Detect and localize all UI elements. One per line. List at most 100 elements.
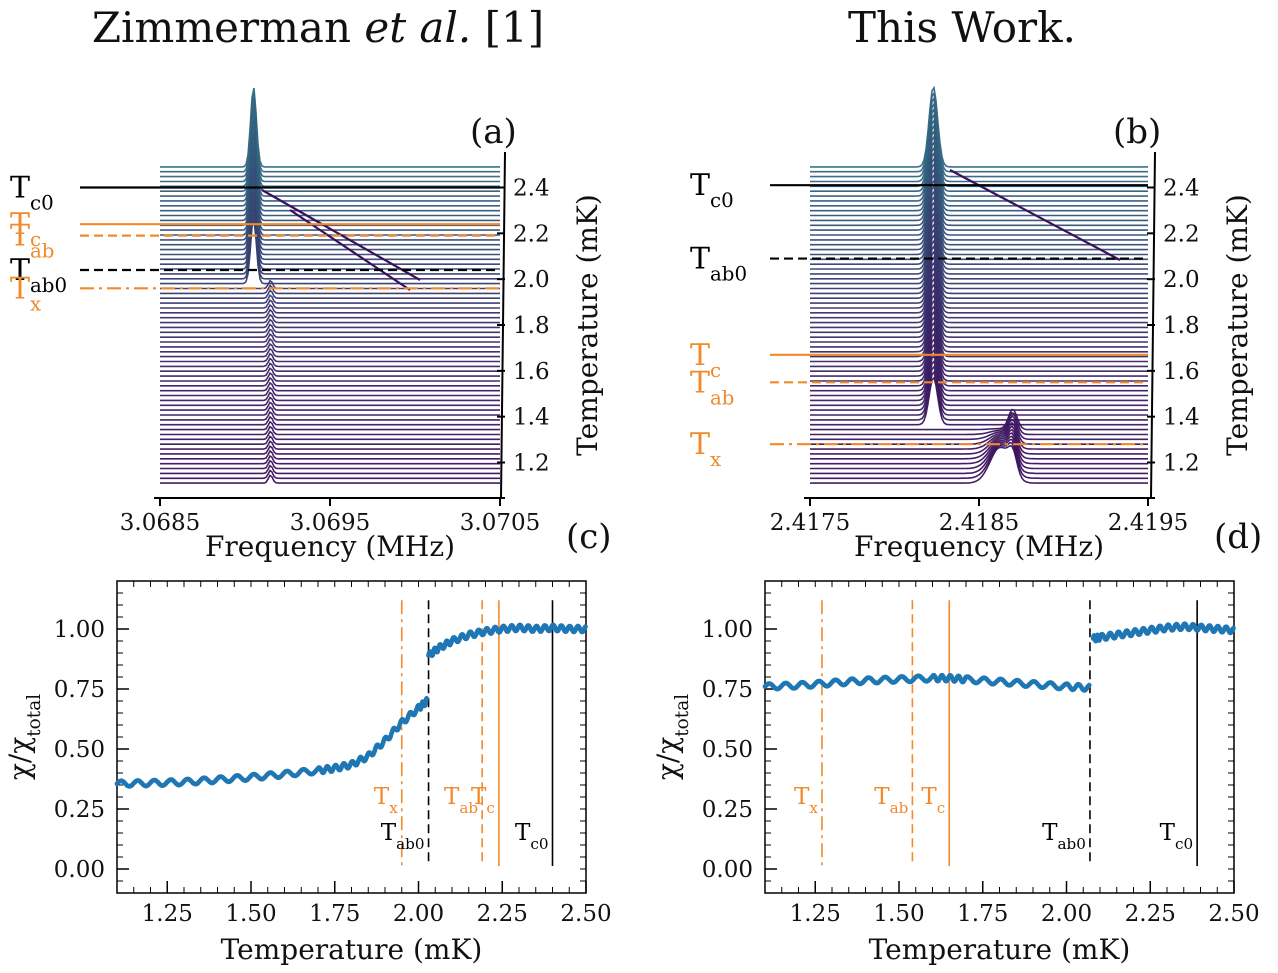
marker-label-c-main: T (471, 784, 487, 810)
spectrum-trace (810, 222, 1148, 290)
spectrum-trace (810, 195, 1148, 265)
marker-label-ab: Tab (444, 784, 478, 817)
x-tick-label: 1.50 (225, 901, 276, 927)
marker-label-c0-main: T (1160, 820, 1176, 846)
y-tick-label: 1.2 (513, 451, 550, 477)
spectrum-trace (160, 153, 500, 227)
marker-label-c: Tc (690, 338, 721, 382)
spectrum-trace (160, 410, 500, 421)
spectrum-trace (160, 164, 500, 236)
spectrum-trace (160, 401, 500, 411)
marker-label-ab0-sub: ab0 (396, 835, 424, 853)
spectrum-trace (810, 184, 1148, 256)
marker-label-ab0: Tab0 (1042, 820, 1086, 853)
marker-label-ab-sub: ab (459, 799, 478, 817)
y-tick-label: 0.50 (702, 737, 753, 763)
spectrum-trace (810, 140, 1148, 217)
spectrum-trace (810, 90, 1148, 173)
spectrum-trace (160, 367, 500, 377)
spectrum-trace (810, 370, 1148, 421)
spectrum-trace (160, 313, 500, 324)
spectrum-trace (160, 87, 500, 168)
marker-label-x-main: T (794, 784, 810, 810)
spectrum-trace (810, 428, 1148, 460)
spectrum-trace (160, 202, 500, 270)
spectrum-trace (160, 213, 500, 280)
spectrum-trace (810, 250, 1148, 314)
data-points (762, 621, 1236, 693)
y-tick-label: 2.4 (513, 176, 550, 202)
y-tick-label: 0.00 (702, 857, 753, 883)
spectrum-trace (810, 326, 1148, 382)
spectrum-trace (160, 208, 500, 275)
spectrum-trace (160, 93, 500, 173)
spectrum-trace (810, 365, 1148, 416)
marker-label-c0-sub: c0 (1175, 835, 1193, 853)
x-tick-label: 2.00 (393, 901, 444, 927)
marker-label-c-sub: c (486, 799, 495, 817)
x-tick-label: 1.25 (790, 901, 841, 927)
spectrum-trace (160, 415, 500, 426)
spectrum-trace (810, 288, 1148, 348)
spectrum-trace (160, 191, 500, 261)
marker-label-ab: Tab (690, 365, 734, 409)
x-tick-label: 3.0685 (120, 510, 200, 536)
left-title-main: Zimmerman (92, 3, 364, 52)
spectrum-trace (810, 134, 1148, 212)
spectrum-trace (160, 323, 500, 334)
marker-label-x: Tx (794, 784, 818, 817)
spectrum-trace (810, 239, 1148, 304)
spectrum-trace (810, 272, 1148, 334)
y-tick-label: 1.2 (1163, 451, 1200, 477)
spectrum-trace (810, 228, 1148, 295)
x-tick-label: 2.25 (1125, 901, 1176, 927)
y-tick-label: 1.6 (1163, 359, 1200, 385)
spectrum-trace (160, 180, 500, 251)
x-tick-label: 2.00 (1041, 901, 1092, 927)
spectrum-trace (160, 405, 500, 416)
y-tick-label: 1.8 (1163, 313, 1200, 339)
spectrum-trace (810, 321, 1148, 377)
marker-label-ab-main: T (444, 784, 460, 810)
marker-label-c-main: T (690, 338, 710, 373)
spectrum-trace (810, 408, 1148, 431)
y-tick-label: 1.00 (54, 617, 105, 643)
left-title-ref: [1] (471, 3, 544, 52)
marker-label-c0-sub: c0 (710, 189, 734, 212)
spectrum-trace (810, 435, 1148, 470)
spectrum-trace (160, 175, 500, 246)
spectrum-trace (160, 284, 500, 295)
y-tick-label: 1.00 (702, 617, 753, 643)
y-tick-label: 0.50 (54, 737, 105, 763)
spectrum-trace (810, 96, 1148, 178)
x-tick-label: 2.25 (477, 901, 528, 927)
spectrum-trace (810, 211, 1148, 280)
marker-label-ab0-main: T (10, 253, 30, 288)
marker-label-ab-main: T (10, 219, 30, 254)
spectrum-trace (810, 411, 1148, 436)
panel-label-a: (a) (470, 112, 517, 152)
spectrum-trace (810, 266, 1148, 329)
y-tick-label: 0.75 (702, 677, 753, 703)
y-tick-label: 1.4 (513, 405, 550, 431)
y-axis-label: χ/χtotal (3, 694, 45, 780)
spectrum-trace (160, 126, 500, 202)
marker-label-c-main: T (10, 207, 30, 242)
marker-label-c-main: T (921, 784, 937, 810)
spectrum-trace (810, 156, 1148, 231)
spectrum-trace (160, 347, 500, 358)
marker-label-ab: Tab (10, 219, 54, 263)
marker-label-c0-main: T (10, 171, 30, 206)
x-tick-label: 2.4195 (1108, 510, 1188, 536)
spectrum-trace (160, 464, 500, 475)
data-points (114, 622, 588, 789)
marker-label-ab0-sub: ab0 (30, 274, 67, 297)
y-tick-label: 1.8 (513, 313, 550, 339)
spectrum-trace (810, 123, 1148, 202)
spectrum-trace (810, 112, 1148, 192)
marker-label-ab0-main: T (381, 820, 397, 846)
spectrum-trace (810, 338, 1148, 392)
spectrum-trace (810, 102, 1148, 183)
spectrum-trace (810, 343, 1148, 397)
spectrum-trace (810, 162, 1148, 236)
